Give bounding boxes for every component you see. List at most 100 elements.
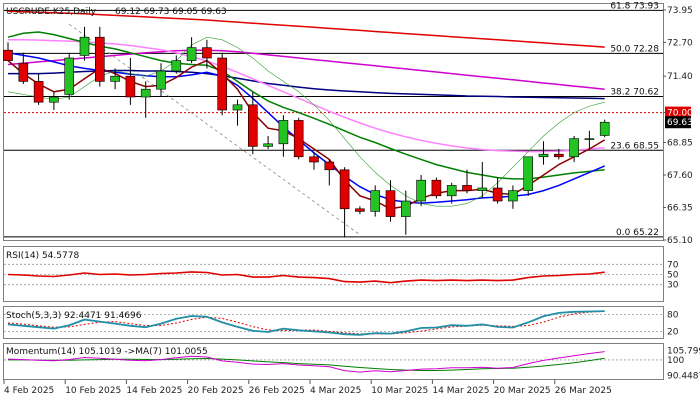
candle: [202, 39, 212, 69]
resistance-price-box-bg: [665, 106, 691, 119]
x-tick-label: 26 Feb 2025: [249, 386, 305, 396]
x-tick-label: 4 Feb 2025: [4, 386, 54, 396]
moving-average-line: [7, 31, 605, 180]
candle: [538, 141, 549, 165]
candle: [140, 81, 151, 118]
candle: [125, 58, 136, 105]
candle: [400, 190, 411, 235]
candle: [79, 26, 90, 61]
candle-body-bullish: [49, 96, 59, 103]
candle-body-bearish: [553, 153, 564, 158]
candle: [416, 175, 426, 207]
candle-body-bearish: [248, 104, 258, 147]
resistance-price-label: 70.00: [667, 109, 693, 119]
rsi-line: [7, 271, 605, 284]
price-panel-frame: [3, 3, 664, 241]
candle: [370, 185, 381, 217]
last-price-box: 69.63: [665, 116, 693, 129]
rsi-tick-label: 50: [667, 271, 679, 281]
candle-body-bearish: [324, 161, 335, 171]
candle-body-bullish: [370, 190, 381, 212]
stoch-tick-label: 80: [667, 311, 679, 321]
price-tick-label: 71.40: [667, 72, 693, 82]
candle-body-bullish: [446, 185, 457, 197]
momentum-label: Momentum(14) 105.1019 ->MA(7) 101.0055: [6, 347, 208, 357]
momentum-layer: 105.7997100 90.4487: [4, 346, 700, 382]
candle: [3, 42, 13, 61]
x-tick-label: 14 Feb 2025: [126, 386, 182, 396]
candle: [553, 149, 564, 160]
candle: [232, 99, 243, 126]
x-tick-label: 26 Mar 2025: [555, 386, 612, 396]
candle-body-bullish: [477, 187, 488, 191]
price-tick-label: 68.85: [667, 139, 693, 149]
candle-body-bullish: [140, 88, 151, 98]
fib-level-label: 50.0 72.28: [610, 44, 659, 54]
candle-body-bearish: [339, 169, 350, 210]
candle-body-bullish: [569, 138, 579, 158]
candle: [569, 136, 579, 162]
candle: [278, 115, 289, 157]
candle: [64, 52, 74, 100]
moving-average-line: [7, 49, 605, 90]
candle-body-bullish: [186, 47, 197, 61]
fib-level-label: 61.8 73.93: [610, 1, 659, 11]
candle: [49, 91, 59, 110]
candle: [33, 73, 44, 105]
candle: [431, 177, 442, 199]
candle-body-bullish: [599, 121, 610, 136]
candle-body-bearish: [18, 62, 29, 82]
momentum-panel-frame: [3, 343, 664, 380]
candle-body-bearish: [3, 49, 13, 61]
candle: [462, 169, 472, 194]
fib-level-label: 38.2 70.62: [610, 87, 659, 97]
candle: [339, 167, 350, 238]
rsi-tick-label: 30: [667, 281, 679, 291]
momentum-tick-label: 105.7997: [667, 346, 700, 356]
price-tick-label: 65.10: [667, 236, 693, 246]
candle-body-bearish: [492, 187, 503, 202]
momentum-line: [7, 351, 605, 373]
candle: [584, 130, 595, 149]
stoch-label: Stoch(5,3,3) 92.4471 91.4696: [6, 311, 142, 321]
candle-body-bearish: [431, 179, 442, 197]
candle: [477, 162, 488, 199]
candle: [263, 136, 273, 149]
price-tick-label: 73.95: [667, 6, 693, 16]
x-tick-label: 4 Mar 2025: [310, 386, 361, 396]
ohlc-readout: 69.12 69.73 69.05 69.63: [115, 7, 227, 17]
x-tick-label: 20 Mar 2025: [494, 386, 551, 396]
candle-body-bullish: [584, 138, 595, 140]
candle-body-bullish: [400, 200, 411, 217]
symbol-header: USCRUDE.K25,Daily: [6, 7, 97, 17]
x-tick-label: 20 Feb 2025: [188, 386, 244, 396]
candle: [95, 26, 105, 87]
candle: [110, 68, 120, 90]
candle: [385, 180, 396, 222]
candle-body-bearish: [462, 185, 472, 191]
candle-body-bullish: [110, 75, 120, 82]
candle-body-bullish: [538, 153, 549, 158]
candle-body-bearish: [95, 36, 105, 82]
candle-body-bearish: [355, 208, 365, 212]
stoch-layer: 80 20: [4, 310, 679, 337]
price-tick-label: 66.35: [667, 204, 693, 214]
moving-average-line: [7, 59, 606, 210]
resistance-price-box: 70.00: [665, 106, 693, 119]
x-tick-label: 10 Mar 2025: [371, 386, 428, 396]
candle: [309, 151, 319, 170]
x-tick-label: 14 Mar 2025: [432, 386, 489, 396]
candle: [492, 177, 503, 204]
candle-body-bearish: [33, 81, 44, 103]
candle-body-bullish: [156, 70, 166, 90]
candle: [523, 156, 534, 196]
rsi-tick-label: 70: [667, 260, 679, 270]
candle: [324, 159, 335, 186]
last-price-box-bg: [665, 116, 691, 129]
moving-average-line: [7, 10, 605, 48]
rsi-label: RSI(14) 54.5778: [6, 251, 79, 261]
candle-body-bullish: [508, 190, 518, 202]
candle-body-bullish: [64, 57, 74, 95]
